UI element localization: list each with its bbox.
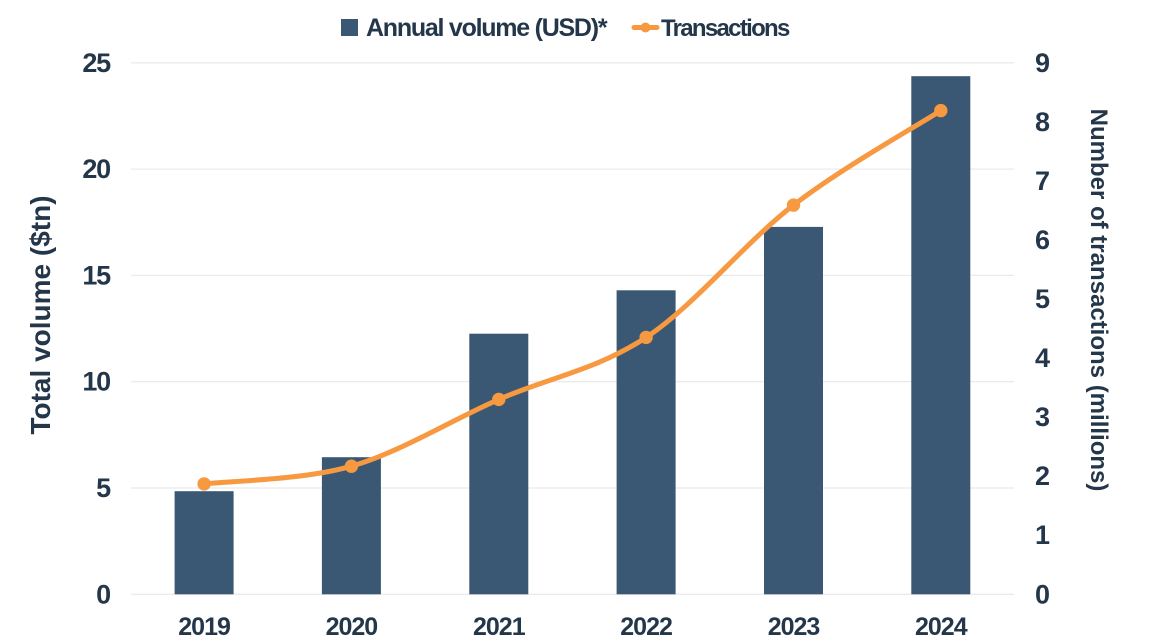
svg-text:2021: 2021	[473, 613, 526, 641]
svg-text:2024: 2024	[915, 613, 968, 641]
svg-text:25: 25	[82, 48, 111, 78]
svg-text:2019: 2019	[178, 613, 230, 641]
svg-text:8: 8	[1035, 107, 1050, 137]
svg-text:4: 4	[1035, 343, 1050, 373]
svg-text:3: 3	[1035, 402, 1050, 432]
svg-text:1: 1	[1035, 520, 1050, 550]
svg-text:Annual volume (USD)*: Annual volume (USD)*	[366, 14, 608, 42]
svg-text:2020: 2020	[326, 613, 378, 641]
svg-text:9: 9	[1035, 48, 1050, 78]
svg-text:10: 10	[82, 367, 110, 397]
svg-text:0: 0	[1035, 579, 1049, 609]
svg-text:0: 0	[96, 579, 110, 609]
svg-text:2023: 2023	[768, 613, 820, 641]
svg-text:7: 7	[1035, 166, 1049, 196]
svg-text:15: 15	[82, 260, 111, 290]
svg-text:5: 5	[96, 473, 111, 503]
svg-text:6: 6	[1035, 225, 1050, 255]
svg-text:5: 5	[1035, 284, 1050, 314]
svg-text:Number of transactions (millio: Number of transactions (millions)	[1085, 109, 1112, 492]
svg-text:2: 2	[1035, 461, 1049, 491]
svg-text:Transactions: Transactions	[661, 15, 790, 42]
svg-text:2022: 2022	[620, 613, 672, 641]
svg-text:20: 20	[82, 154, 110, 184]
svg-text:Total volume ($tn): Total volume ($tn)	[25, 195, 56, 434]
